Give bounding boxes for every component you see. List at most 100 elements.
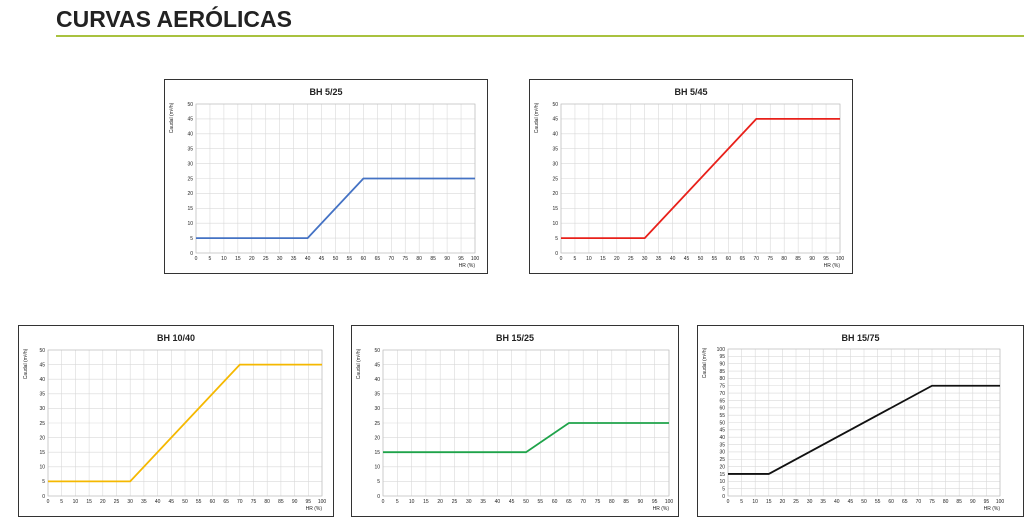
x-tick-label: 40 bbox=[155, 499, 161, 505]
x-tick-label: 30 bbox=[466, 499, 472, 505]
y-tick-label: 30 bbox=[552, 161, 558, 167]
y-tick-label: 0 bbox=[555, 251, 558, 257]
y-tick-label: 80 bbox=[719, 376, 725, 382]
y-tick-label: 90 bbox=[719, 362, 725, 368]
y-tick-label: 5 bbox=[722, 486, 725, 492]
x-tick-label: 75 bbox=[767, 256, 773, 262]
x-tick-label: 85 bbox=[956, 499, 962, 505]
x-tick-label: 55 bbox=[347, 256, 353, 262]
y-tick-label: 55 bbox=[719, 413, 725, 419]
y-tick-label: 70 bbox=[719, 391, 725, 397]
y-tick-label: 10 bbox=[374, 465, 380, 471]
x-tick-label: 95 bbox=[984, 499, 990, 505]
y-tick-label: 15 bbox=[39, 450, 45, 456]
x-axis-label: HR (%) bbox=[824, 263, 841, 269]
y-tick-label: 40 bbox=[719, 435, 725, 441]
y-tick-label: 40 bbox=[187, 132, 193, 138]
x-tick-label: 90 bbox=[444, 256, 450, 262]
x-axis-label: HR (%) bbox=[653, 506, 670, 512]
x-tick-label: 55 bbox=[196, 499, 202, 505]
chart-bh-5-25: BH 5/25 0 5 10 15 20 25 30 35 40 45 50 55 60 65 70 75 80 8… bbox=[164, 79, 488, 274]
x-tick-label: 75 bbox=[929, 499, 935, 505]
y-tick-label: 10 bbox=[719, 479, 725, 485]
x-tick-label: 15 bbox=[423, 499, 429, 505]
x-tick-label: 65 bbox=[375, 256, 381, 262]
x-tick-label: 45 bbox=[509, 499, 515, 505]
y-tick-label: 50 bbox=[39, 348, 45, 354]
series-line bbox=[561, 118, 840, 240]
x-tick-label: 100 bbox=[471, 256, 480, 262]
chart-title: BH 10/40 bbox=[157, 333, 195, 343]
plot-area bbox=[560, 103, 841, 254]
x-tick-label: 90 bbox=[638, 499, 644, 505]
x-axis-label: HR (%) bbox=[306, 506, 323, 512]
x-tick-label: 20 bbox=[437, 499, 443, 505]
x-tick-label: 60 bbox=[210, 499, 216, 505]
chart-svg: BH 15/750 5 10 15 20 25 30 35 40 45 50 55 60 65 70 75 80… bbox=[702, 333, 1005, 512]
plot-area bbox=[727, 348, 1001, 497]
x-tick-label: 40 bbox=[834, 499, 840, 505]
x-tick-label: 100 bbox=[996, 499, 1005, 505]
chart-title: BH 5/25 bbox=[309, 87, 342, 97]
x-tick-label: 60 bbox=[552, 499, 558, 505]
plot-area bbox=[47, 349, 323, 497]
x-tick-label: 95 bbox=[652, 499, 658, 505]
title-divider bbox=[56, 35, 1024, 37]
x-tick-label: 10 bbox=[409, 499, 415, 505]
y-tick-label: 50 bbox=[374, 348, 380, 354]
x-tick-label: 85 bbox=[623, 499, 629, 505]
x-tick-label: 95 bbox=[458, 256, 464, 262]
y-tick-label: 30 bbox=[39, 406, 45, 412]
y-tick-label: 5 bbox=[190, 236, 193, 242]
chart-svg: BH 15/250 5 10 15 20 25 30 35 40 45 50 55 60 65 70 75 80… bbox=[356, 333, 673, 512]
x-tick-label: 10 bbox=[221, 256, 227, 262]
x-tick-label: 5 bbox=[396, 499, 399, 505]
x-tick-label: 5 bbox=[740, 499, 743, 505]
x-tick-label: 70 bbox=[916, 499, 922, 505]
y-tick-label: 20 bbox=[187, 191, 193, 197]
x-tick-label: 85 bbox=[430, 256, 436, 262]
x-tick-label: 5 bbox=[209, 256, 212, 262]
x-tick-label: 0 bbox=[195, 256, 198, 262]
x-tick-label: 65 bbox=[566, 499, 572, 505]
y-tick-label: 35 bbox=[552, 147, 558, 153]
x-tick-label: 0 bbox=[47, 499, 50, 505]
x-tick-label: 100 bbox=[836, 256, 845, 262]
x-tick-label: 25 bbox=[114, 499, 120, 505]
x-tick-label: 55 bbox=[538, 499, 544, 505]
x-axis-label: HR (%) bbox=[984, 506, 1001, 512]
x-tick-label: 30 bbox=[807, 499, 813, 505]
chart-svg: BH 10/400 5 10 15 20 25 30 35 40 45 50 55 60 65 70 75 80… bbox=[23, 333, 326, 512]
y-tick-label: 15 bbox=[374, 450, 380, 456]
y-tick-label: 85 bbox=[719, 369, 725, 375]
series-line bbox=[196, 177, 475, 240]
x-tick-label: 45 bbox=[169, 499, 175, 505]
x-tick-label: 80 bbox=[416, 256, 422, 262]
y-tick-label: 35 bbox=[719, 442, 725, 448]
x-tick-label: 35 bbox=[656, 256, 662, 262]
x-tick-label: 85 bbox=[795, 256, 801, 262]
y-tick-label: 20 bbox=[552, 191, 558, 197]
y-tick-label: 30 bbox=[719, 450, 725, 456]
y-tick-label: 45 bbox=[719, 428, 725, 434]
x-tick-label: 50 bbox=[182, 499, 188, 505]
x-tick-label: 25 bbox=[793, 499, 799, 505]
x-tick-label: 35 bbox=[291, 256, 297, 262]
x-tick-label: 80 bbox=[609, 499, 615, 505]
y-tick-label: 20 bbox=[719, 464, 725, 470]
x-tick-label: 35 bbox=[141, 499, 147, 505]
y-tick-label: 0 bbox=[722, 494, 725, 500]
x-tick-label: 70 bbox=[237, 499, 243, 505]
x-tick-label: 30 bbox=[127, 499, 133, 505]
x-tick-label: 45 bbox=[319, 256, 325, 262]
y-tick-label: 50 bbox=[187, 102, 193, 108]
x-tick-label: 80 bbox=[264, 499, 270, 505]
x-tick-label: 50 bbox=[698, 256, 704, 262]
x-tick-label: 15 bbox=[86, 499, 92, 505]
y-tick-label: 15 bbox=[187, 206, 193, 212]
y-tick-label: 45 bbox=[374, 362, 380, 368]
x-tick-label: 25 bbox=[628, 256, 634, 262]
x-tick-label: 0 bbox=[560, 256, 563, 262]
x-tick-label: 90 bbox=[292, 499, 298, 505]
x-tick-label: 75 bbox=[402, 256, 408, 262]
